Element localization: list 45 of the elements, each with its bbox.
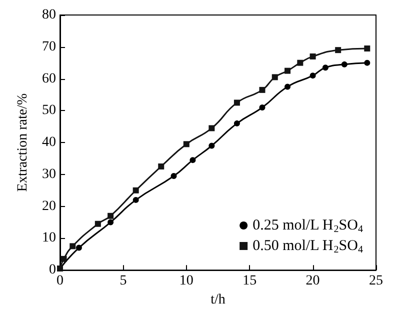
point: [272, 74, 278, 80]
point: [322, 64, 328, 71]
y-tick-label: 50: [42, 103, 56, 118]
y-tick-label: 10: [42, 230, 56, 246]
point: [284, 84, 291, 90]
point: [364, 60, 370, 66]
point: [364, 45, 370, 52]
y-tick-label: 0: [49, 262, 56, 278]
x-tick-label: 20: [306, 274, 320, 289]
point: [60, 256, 67, 262]
point: [259, 104, 266, 110]
y-tick-label: 20: [42, 198, 56, 214]
point: [94, 220, 101, 227]
x-tick-label: 5: [120, 274, 127, 289]
y-tick-label: 40: [42, 135, 56, 150]
point: [132, 196, 139, 203]
x-tick-label: 10: [179, 274, 194, 289]
point: [183, 141, 190, 148]
point: [170, 173, 177, 180]
x-tick-label: 25: [369, 274, 383, 289]
point: [190, 157, 196, 164]
x-tick-label: 15: [242, 274, 257, 289]
point: [234, 100, 240, 106]
point: [208, 125, 215, 132]
point: [108, 212, 114, 219]
point: [158, 163, 164, 170]
point: [310, 53, 316, 60]
point: [132, 187, 139, 194]
point: [70, 243, 76, 250]
point: [108, 219, 114, 226]
y-tick-label: 70: [42, 39, 56, 54]
y-tick-label: 30: [42, 166, 56, 182]
x-axis-title: t/h: [210, 292, 226, 308]
point: [335, 47, 342, 54]
point: [259, 86, 266, 93]
y-axis-title: Extraction rate/%: [16, 93, 30, 192]
y-tick-label: 60: [42, 71, 56, 86]
point: [76, 244, 82, 251]
point: [208, 142, 215, 149]
point: [310, 72, 316, 79]
point: [284, 68, 291, 74]
point: [297, 60, 304, 66]
y-tick-label: 80: [42, 8, 56, 22]
point: [234, 120, 240, 126]
point: [341, 61, 348, 68]
